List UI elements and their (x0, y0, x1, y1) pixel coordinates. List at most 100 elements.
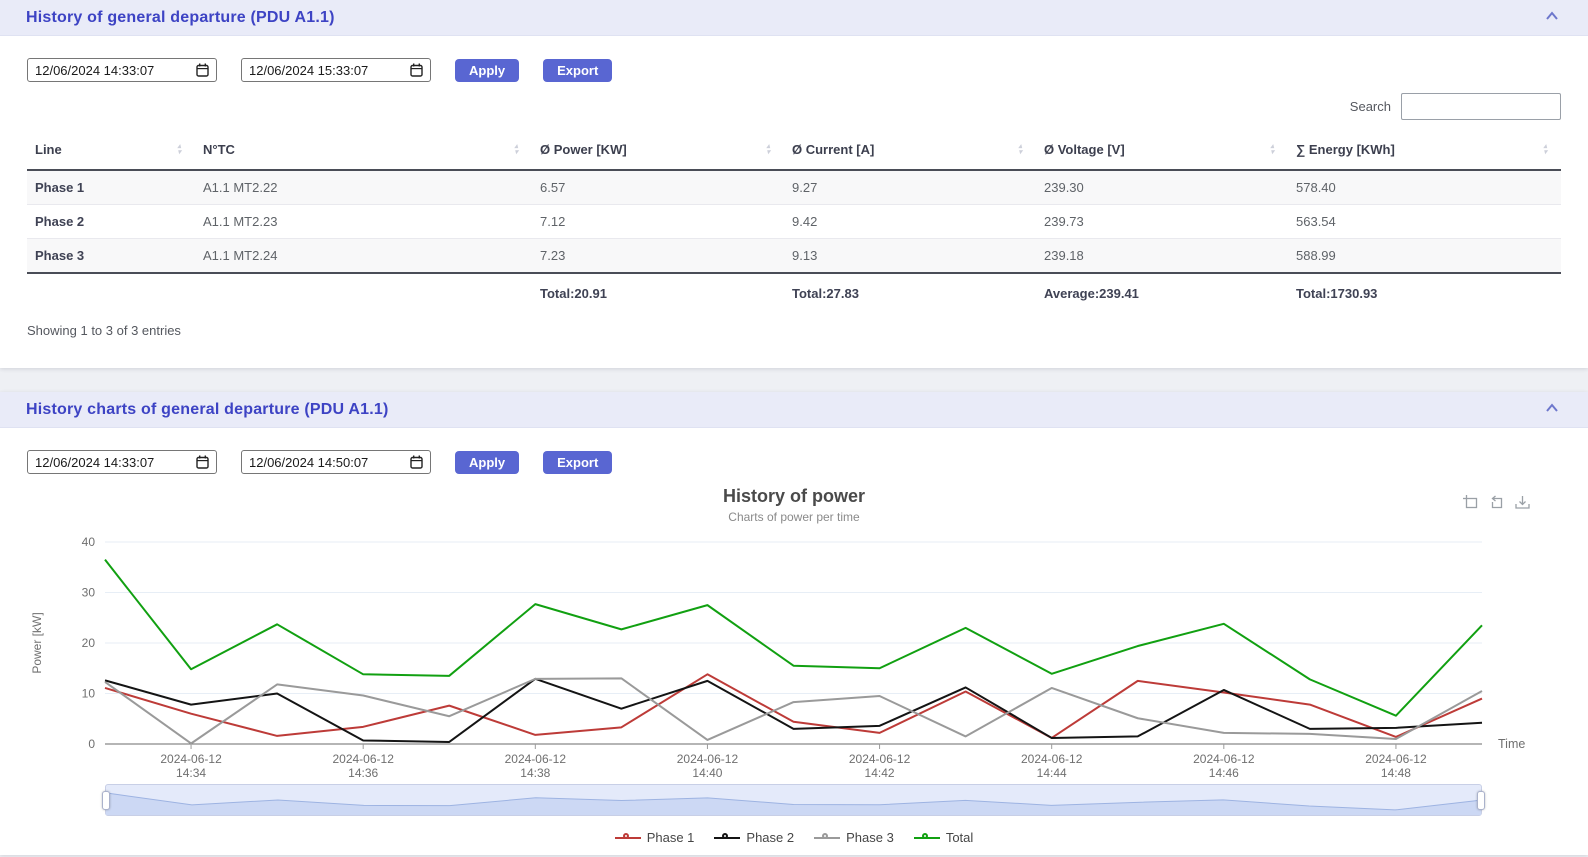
apply-button[interactable]: Apply (455, 58, 520, 82)
svg-text:2024-06-12: 2024-06-12 (1193, 752, 1255, 766)
total-current: Total:27.83 (792, 286, 859, 301)
cell-voltage: 239.73 (1036, 204, 1288, 239)
column-header-current[interactable]: Ø Current [A] ▴ ▾ (784, 132, 1036, 171)
download-icon[interactable] (1514, 494, 1531, 511)
legend-item-total[interactable]: Total (913, 830, 974, 845)
sort-icon[interactable]: ▴ ▾ (766, 142, 770, 156)
panel2-header: History charts of general departure (PDU… (0, 392, 1588, 428)
slider-handle-left[interactable] (102, 791, 110, 810)
chart-legend: Phase 1 Phase 2 Phase 3 Total (27, 830, 1561, 845)
calendar-icon[interactable] (196, 63, 209, 77)
zoom-reset-icon[interactable] (1488, 494, 1505, 511)
sort-icon[interactable]: ▴ ▾ (514, 142, 518, 156)
sort-icon[interactable]: ▴ ▾ (1270, 142, 1274, 156)
end-date-input[interactable] (241, 58, 431, 82)
slider-handle-right[interactable] (1477, 791, 1485, 810)
svg-text:2024-06-12: 2024-06-12 (849, 752, 911, 766)
cell-tc: A1.1 MT2.22 (195, 170, 532, 205)
total-power: Total:20.91 (540, 286, 607, 301)
svg-text:14:40: 14:40 (692, 766, 722, 780)
legend-item-phase-1[interactable]: Phase 1 (614, 830, 695, 845)
panel2-body: Apply Export History of power Charts of … (0, 428, 1588, 855)
chart-title: History of power (722, 486, 865, 506)
legend-marker-icon (614, 832, 641, 843)
entries-count: Showing 1 to 3 of 3 entries (27, 323, 181, 338)
sort-icon[interactable]: ▴ ▾ (177, 142, 181, 156)
column-header-energy[interactable]: ∑ Energy [KWh] ▴ ▾ (1288, 132, 1561, 171)
cell-line: Phase 3 (27, 238, 195, 274)
measurements-table: Line ▴ ▾ N°TC ▴ ▾ Ø Power [KW] ▴ ▾ Ø Current [… (27, 132, 1561, 313)
cell-energy: 588.99 (1288, 238, 1561, 274)
table-header-row: Line ▴ ▾ N°TC ▴ ▾ Ø Power [KW] ▴ ▾ Ø Current [… (27, 132, 1561, 171)
chart-export-button[interactable]: Export (543, 450, 613, 474)
panel1-collapse-button[interactable] (1542, 8, 1562, 27)
totals-row: Total:20.91 Total:27.83 Average:239.41 T… (27, 273, 1561, 313)
cell-energy: 563.54 (1288, 204, 1561, 239)
start-date-input[interactable] (27, 58, 217, 82)
svg-text:30: 30 (82, 586, 96, 600)
svg-text:40: 40 (82, 535, 96, 549)
series-line-phase-2 (104, 677, 1483, 743)
svg-text:2024-06-12: 2024-06-12 (332, 752, 394, 766)
svg-text:2024-06-12: 2024-06-12 (677, 752, 739, 766)
panel2-title: History charts of general departure (PDU… (26, 400, 389, 418)
column-header-line[interactable]: Line ▴ ▾ (27, 132, 195, 171)
legend-label: Phase 2 (746, 830, 795, 845)
table-row: Phase 1 A1.1 MT2.22 6.57 9.27 239.30 578… (27, 170, 1561, 205)
start-date-value[interactable] (35, 62, 183, 78)
cell-voltage: 239.30 (1036, 170, 1288, 205)
chart-start-date-input[interactable] (27, 450, 217, 474)
cell-energy: 578.40 (1288, 170, 1561, 205)
legend-label: Phase 1 (646, 830, 695, 845)
power-chart: History of power Charts of power per tim… (27, 486, 1561, 845)
chart-end-date-value[interactable] (249, 454, 397, 470)
chart-apply-button[interactable]: Apply (455, 450, 520, 474)
end-date-value[interactable] (249, 62, 397, 78)
chart-start-date-value[interactable] (35, 454, 183, 470)
cell-power: 7.23 (532, 238, 784, 274)
svg-text:2024-06-12: 2024-06-12 (505, 752, 567, 766)
panel1-title: History of general departure (PDU A1.1) (26, 8, 335, 26)
svg-text:0: 0 (88, 737, 95, 751)
calendar-icon[interactable] (410, 455, 423, 469)
total-energy: Total:1730.93 (1296, 286, 1378, 301)
legend-item-phase-3[interactable]: Phase 3 (814, 830, 894, 845)
chart-subtitle: Charts of power per time (728, 510, 860, 524)
sort-icon[interactable]: ▴ ▾ (1018, 142, 1022, 156)
svg-text:2024-06-12: 2024-06-12 (160, 752, 222, 766)
svg-text:14:46: 14:46 (1209, 766, 1239, 780)
column-header-power[interactable]: Ø Power [KW] ▴ ▾ (532, 132, 784, 171)
svg-text:14:36: 14:36 (348, 766, 378, 780)
legend-marker-icon (814, 832, 841, 843)
chart-end-date-input[interactable] (241, 450, 431, 474)
sort-icon[interactable]: ▴ ▾ (1543, 142, 1547, 156)
svg-text:14:34: 14:34 (176, 766, 206, 780)
calendar-icon[interactable] (410, 63, 423, 77)
search-input[interactable] (1401, 92, 1561, 120)
export-button[interactable]: Export (543, 58, 613, 82)
cell-current: 9.27 (784, 170, 1036, 205)
legend-item-phase-2[interactable]: Phase 2 (714, 830, 794, 845)
search-label: Search (1349, 98, 1391, 114)
svg-text:2024-06-12: 2024-06-12 (1365, 752, 1427, 766)
table-row: Phase 3 A1.1 MT2.24 7.23 9.13 239.18 588… (27, 238, 1561, 274)
datazoom-slider[interactable] (102, 784, 1485, 816)
column-header-tc[interactable]: N°TC ▴ ▾ (195, 132, 532, 171)
legend-marker-icon (714, 832, 741, 843)
chevron-up-icon (1546, 11, 1558, 20)
legend-label: Total (945, 830, 974, 845)
svg-text:10: 10 (82, 687, 96, 701)
panel2-collapse-button[interactable] (1542, 400, 1562, 419)
svg-text:14:42: 14:42 (865, 766, 895, 780)
legend-label: Phase 3 (846, 830, 894, 845)
table-row: Phase 2 A1.1 MT2.23 7.12 9.42 239.73 563… (27, 204, 1561, 239)
zoom-select-icon[interactable] (1462, 494, 1479, 511)
series-line-phase-3 (104, 677, 1483, 745)
series-line-phase-1 (104, 673, 1483, 739)
svg-text:Power [kW]: Power [kW] (30, 612, 44, 673)
panel1-header: History of general departure (PDU A1.1) (0, 0, 1588, 36)
column-header-voltage[interactable]: Ø Voltage [V] ▴ ▾ (1036, 132, 1288, 171)
calendar-icon[interactable] (196, 455, 209, 469)
cell-power: 6.57 (532, 170, 784, 205)
